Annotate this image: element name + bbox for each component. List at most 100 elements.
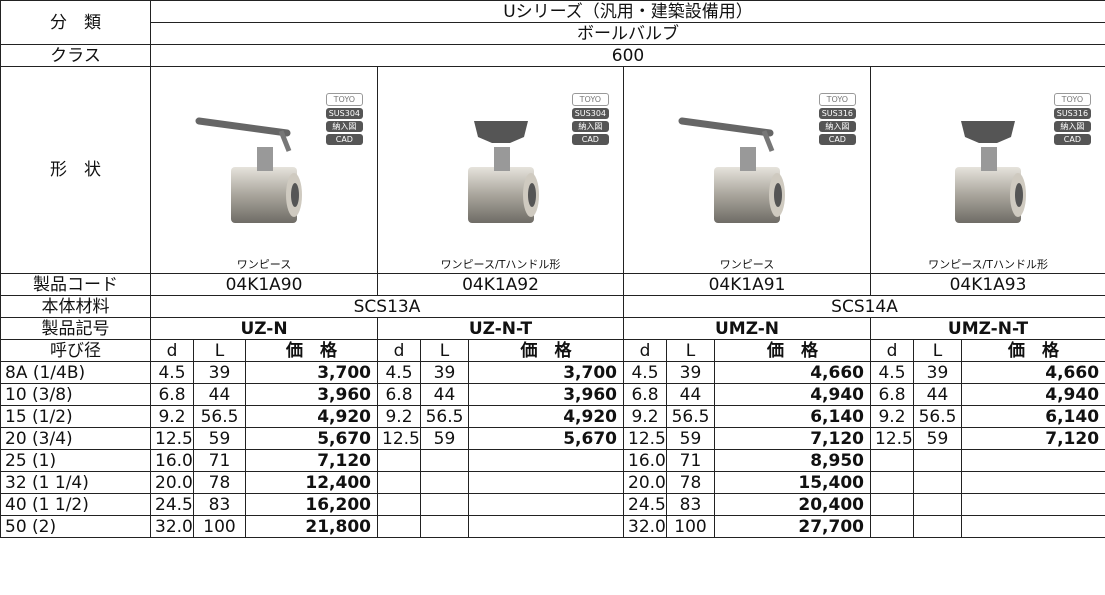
empty-cell xyxy=(870,493,914,516)
price: 7,120 xyxy=(245,449,378,472)
badge: 納入図 xyxy=(1053,121,1092,132)
size: 40 (1 1/2) xyxy=(0,493,151,516)
table-row: 25 (1) 16.0 71 7,120 16.0 71 8,950 xyxy=(0,449,1105,472)
empty-cell xyxy=(913,493,962,516)
model: UMZ-N xyxy=(623,317,871,340)
price: 4,940 xyxy=(960,383,1105,406)
badge: SUS316 xyxy=(818,108,856,119)
dimension: 12.5 xyxy=(623,427,667,450)
dimension: 16.0 xyxy=(623,449,667,472)
dimension: 12.5 xyxy=(870,427,914,450)
product-image: TOYO SUS316 納入図 CAD ワンピース/Tハンドル形 xyxy=(869,66,1105,274)
dimension: 32.0 xyxy=(150,515,194,538)
badges: TOYO SUS316 納入図 CAD xyxy=(1053,93,1092,145)
empty-cell xyxy=(913,471,962,494)
column-header: L xyxy=(913,339,962,362)
label: 形 状 xyxy=(0,66,151,274)
empty-cell xyxy=(870,471,914,494)
price: 5,670 xyxy=(245,427,378,450)
dimension: 32.0 xyxy=(623,515,667,538)
dimension: 44 xyxy=(420,383,469,406)
dimension: 9.2 xyxy=(623,405,667,428)
column-header: 価 格 xyxy=(245,339,378,362)
size: 32 (1 1/4) xyxy=(0,471,151,494)
dimension: 4.5 xyxy=(623,361,667,384)
label: 呼び径 xyxy=(0,339,151,362)
dimension: 39 xyxy=(193,361,246,384)
empty-cell xyxy=(870,515,914,538)
price: 3,700 xyxy=(245,361,378,384)
material: SCS13A xyxy=(150,295,624,318)
table-row: 32 (1 1/4) 20.0 78 12,400 20.0 78 15,400 xyxy=(0,471,1105,494)
table-row: 形 状 TOYO SUS304 納入図 CAD ワンピース TOYO SUS304 納入図 CAD… xyxy=(0,66,1105,274)
dimension: 56.5 xyxy=(193,405,246,428)
column-header: d xyxy=(150,339,194,362)
empty-cell xyxy=(377,471,421,494)
dimension: 39 xyxy=(666,361,715,384)
dimension: 6.8 xyxy=(377,383,421,406)
price: 20,400 xyxy=(714,493,871,516)
badge: 納入図 xyxy=(818,121,856,132)
dimension: 78 xyxy=(666,471,715,494)
product-code: 04K1A92 xyxy=(377,273,624,296)
column-header: L xyxy=(420,339,469,362)
dimension: 6.8 xyxy=(870,383,914,406)
empty-cell xyxy=(960,493,1105,516)
price: 6,140 xyxy=(960,405,1105,428)
dimension: 59 xyxy=(666,427,715,450)
empty-cell xyxy=(377,515,421,538)
price: 5,670 xyxy=(468,427,624,450)
table-row: 50 (2) 32.0 100 21,800 32.0 100 27,700 xyxy=(0,515,1105,538)
dimension: 12.5 xyxy=(150,427,194,450)
dimension: 100 xyxy=(193,515,246,538)
dimension: 12.5 xyxy=(377,427,421,450)
dimension: 20.0 xyxy=(150,471,194,494)
table-row: 8A (1/4B) 4.5 39 3,700 4.5 39 3,700 4.5 39 4,660 4… xyxy=(0,361,1105,384)
badge: 納入図 xyxy=(571,121,609,132)
table-row: 製品コード 04K1A90 04K1A92 04K1A91 04K1A93 xyxy=(0,273,1105,296)
valve-illustration xyxy=(955,121,1027,223)
label: 製品記号 xyxy=(0,317,151,340)
label: クラス xyxy=(0,44,151,67)
column-header: d xyxy=(377,339,421,362)
price: 3,700 xyxy=(468,361,624,384)
badge: SUS304 xyxy=(571,108,609,119)
empty-cell xyxy=(913,449,962,472)
empty-cell xyxy=(468,515,624,538)
caption: ワンピース/Tハンドル形 xyxy=(928,258,1048,271)
dimension: 16.0 xyxy=(150,449,194,472)
table-row: 15 (1/2) 9.2 56.5 4,920 9.2 56.5 4,920 9.2 56.5 6… xyxy=(0,405,1105,428)
model: UMZ-N-T xyxy=(869,317,1105,340)
badge: CAD xyxy=(818,134,856,145)
column-header: 価 格 xyxy=(960,339,1105,362)
empty-cell xyxy=(960,449,1105,472)
dimension: 9.2 xyxy=(150,405,194,428)
price: 4,940 xyxy=(714,383,871,406)
size: 8A (1/4B) xyxy=(0,361,151,384)
empty-cell xyxy=(913,515,962,538)
badge: TOYO xyxy=(1053,93,1092,106)
price: 27,700 xyxy=(714,515,871,538)
price: 4,920 xyxy=(245,405,378,428)
price: 8,950 xyxy=(714,449,871,472)
price: 16,200 xyxy=(245,493,378,516)
price: 7,120 xyxy=(960,427,1105,450)
caption: ワンピース xyxy=(236,258,292,271)
dimension: 24.5 xyxy=(150,493,194,516)
table-row: 製品記号 UZ-N UZ-N-T UMZ-N UMZ-N-T xyxy=(0,317,1105,340)
type: ボールバルブ xyxy=(149,22,1105,45)
dimension: 39 xyxy=(913,361,962,384)
product-code: 04K1A93 xyxy=(869,273,1105,296)
model: UZ-N xyxy=(150,317,378,340)
size: 10 (3/8) xyxy=(0,383,151,406)
badge: CAD xyxy=(325,134,363,145)
empty-cell xyxy=(468,493,624,516)
product-code: 04K1A90 xyxy=(150,273,378,296)
price: 3,960 xyxy=(245,383,378,406)
label: 分 類 xyxy=(0,0,151,45)
label: 製品コード xyxy=(0,273,151,296)
dimension: 4.5 xyxy=(377,361,421,384)
column-header: d xyxy=(623,339,667,362)
dimension: 44 xyxy=(193,383,246,406)
